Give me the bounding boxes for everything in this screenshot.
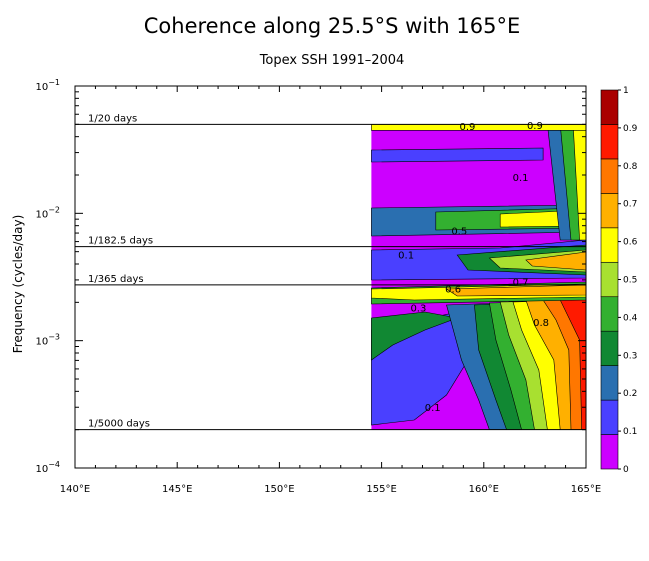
y-tick-label: 10−3 (35, 333, 60, 348)
x-tick-label: 165°E (571, 484, 601, 495)
colorbar-swatch (600, 434, 619, 470)
colorbar-swatch (600, 193, 619, 229)
colorbar-label: 0.1 (623, 427, 637, 437)
colorbar-swatch (600, 296, 619, 332)
contour-label: 0.9 (527, 121, 543, 132)
colorbar-label: 0.6 (623, 238, 638, 248)
x-tick-label: 150°E (264, 484, 294, 495)
field-region (371, 147, 544, 163)
colorbar-label: 0.2 (623, 389, 637, 399)
contour-label: 0.5 (451, 227, 467, 238)
period-line-label: 1/182.5 days (88, 236, 153, 247)
colorbar-swatch (600, 330, 619, 366)
plot-area: 0.1 0.1 0.1 0.3 0.5 0.6 0.7 0.8 0.9 0.9 1/20 days 1… (35, 78, 601, 495)
contour-label: 0.1 (398, 251, 414, 262)
plot-frame (74, 85, 587, 469)
period-line-label: 1/5000 days (88, 419, 150, 430)
field-region (445, 284, 586, 297)
colorbar-label: 0 (623, 465, 629, 475)
contour-label: 0.7 (513, 278, 529, 289)
colorbar-label: 1 (623, 86, 629, 96)
chart-subtitle: Topex SSH 1991–2004 (259, 53, 405, 68)
x-tick-label: 160°E (469, 484, 499, 495)
field-region (371, 124, 586, 131)
colorbar-label: 0.3 (623, 351, 637, 361)
colorbar-swatch (600, 399, 619, 435)
contour-label: 0.1 (513, 173, 529, 184)
y-tick-label: 10−2 (35, 205, 60, 220)
x-tick-label: 145°E (162, 484, 192, 495)
colorbar-swatch (600, 365, 619, 401)
contour-label: 0.6 (445, 284, 461, 295)
y-tick-label: 10−1 (35, 78, 60, 93)
colorbar-swatch (600, 261, 619, 298)
colorbar-label: 0.5 (623, 276, 637, 286)
x-tick-label: 140°E (60, 484, 90, 495)
colorbar-label: 0.9 (623, 124, 638, 134)
contour-label: 0.9 (459, 122, 475, 133)
y-tick-label: 10−4 (35, 460, 60, 475)
period-line-label: 1/365 days (88, 274, 144, 285)
colorbar-swatch (600, 89, 619, 125)
coherence-field (371, 124, 586, 431)
colorbar-swatch (600, 124, 619, 160)
contour-label: 0.3 (410, 303, 426, 314)
period-line-label: 1/20 days (88, 113, 137, 124)
chart-title: Coherence along 25.5°S with 165°E (144, 14, 521, 38)
y-axis-label: Frequency (cycles/day) (11, 215, 25, 354)
colorbar: 0 0.1 0.2 0.3 0.4 0.5 0.6 0.7 0.8 0.9 1 (600, 86, 638, 475)
x-tick-label: 155°E (366, 484, 396, 495)
contour-label: 0.8 (533, 318, 549, 329)
contour-label: 0.1 (425, 403, 441, 414)
colorbar-label: 0.7 (623, 200, 637, 210)
colorbar-label: 0.8 (623, 162, 638, 172)
colorbar-swatch (600, 158, 619, 194)
field-region (525, 251, 586, 271)
colorbar-swatch (600, 227, 619, 263)
field-region (371, 311, 459, 361)
colorbar-label: 0.4 (623, 313, 638, 323)
